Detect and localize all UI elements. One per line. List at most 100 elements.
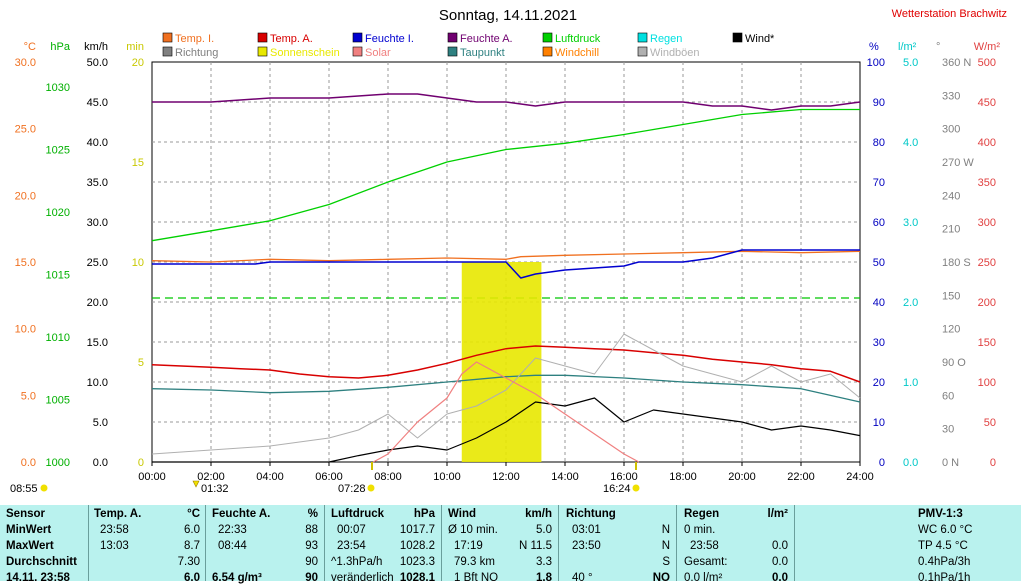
legend-swatch	[637, 32, 648, 43]
time-axis-tick: 04:00	[256, 471, 284, 483]
stats-wind-value: 1.8	[536, 572, 552, 584]
stats-sensor-col: Sensor MinWert MaxWert Durchschnitt 14.1…	[6, 505, 86, 584]
solar-axis-tick: 100	[978, 377, 996, 389]
stats-pmv-header: PMV-1:3	[918, 508, 963, 520]
humidity-axis-tick: 40	[873, 297, 885, 309]
stats-temp-value: 6.0	[184, 524, 200, 536]
stats-pressure-value: 1017.7	[399, 524, 435, 536]
stats-direction-time: 03:01	[572, 524, 601, 536]
weather-chart: Sonntag, 14.11.2021 Wetterstation Brachw…	[10, 7, 1007, 495]
pressure-axis-tick: 1020	[46, 207, 70, 219]
stats-rain-time: 23:58	[690, 540, 719, 552]
wind-axis-tick: 30.0	[87, 217, 108, 229]
stats-direction-value: S	[662, 556, 670, 568]
time-axis-tick: 02:00	[197, 471, 225, 483]
time-axis-tick: 24:00	[846, 471, 874, 483]
stats-direction-value: NO	[652, 572, 670, 584]
direction-axis-tick: 240	[942, 190, 960, 202]
legend-swatch	[732, 32, 743, 43]
stats-wind-time: 17:19	[454, 540, 483, 552]
solar-axis-tick: 350	[978, 177, 996, 189]
series-taupunkt	[151, 374, 861, 403]
time-axis-tick: 22:00	[787, 471, 815, 483]
stats-temp-col: Temp. A. °C 23:58 6.0 13:03 8.7 7.30 6.0	[94, 505, 200, 584]
temp-axis-tick: 15.0	[15, 257, 36, 269]
sun-axis-tick: 0	[138, 457, 144, 469]
legend-label: Richtung	[175, 47, 218, 59]
temp-axis-tick: 20.0	[15, 190, 36, 202]
solar-axis-tick: 400	[978, 137, 996, 149]
solar-axis-tick: 450	[978, 97, 996, 109]
sunrise-time: 07:28	[338, 483, 366, 495]
stats-pmv-row: WC 6.0 °C	[918, 524, 973, 536]
sun-axis-tick: 5	[138, 357, 144, 369]
wind-axis-tick: 35.0	[87, 177, 108, 189]
wind-axis-tick: 20.0	[87, 297, 108, 309]
legend-swatch	[542, 32, 553, 43]
stats-humidity-header: Feuchte A.	[212, 508, 271, 520]
time-axis-tick: 00:00	[138, 471, 166, 483]
series-temp-i	[151, 250, 861, 263]
legend-label: Windböen	[650, 47, 700, 59]
temp-axis-tick: 10.0	[15, 324, 36, 336]
legend-label: Sonnenschein	[270, 47, 340, 59]
stats-humidity-col: Feuchte A.% 22:33 88 08:44 93 90 6.54 g/m³…	[212, 505, 318, 584]
direction-axis-tick: 270 W	[942, 157, 974, 169]
rain-axis-tick: 0.0	[903, 457, 918, 469]
stats-panel: Sensor MinWert MaxWert Durchschnitt 14.1…	[0, 505, 1021, 584]
solar-axis-unit: W/m²	[974, 41, 1001, 53]
direction-axis-unit: °	[936, 41, 940, 53]
series-feuchte-i	[152, 249, 860, 279]
rain-axis-tick: 4.0	[903, 137, 918, 149]
pressure-axis-tick: 1010	[46, 332, 70, 344]
stats-temp-value: 6.0	[184, 572, 200, 584]
pressure-axis-tick: 1025	[46, 145, 70, 157]
legend-swatch	[257, 32, 268, 43]
stats-wind-value: 3.3	[536, 556, 552, 568]
humidity-axis-tick: 60	[873, 217, 885, 229]
stats-temp-unit: °C	[187, 508, 200, 520]
legend-swatch	[447, 46, 458, 57]
humidity-axis-tick: 100	[867, 57, 885, 69]
solar-axis-tick: 0	[990, 457, 996, 469]
direction-axis-tick: 60	[942, 390, 954, 402]
legend-label: Temp. A.	[270, 33, 313, 45]
wind-axis-tick: 25.0	[87, 257, 108, 269]
stats-rain-time: Gesamt:	[684, 556, 728, 568]
wind-axis-tick: 0.0	[93, 457, 108, 469]
stats-pressure-value: 1023.3	[399, 556, 435, 568]
stats-humidity-value: 93	[305, 540, 318, 552]
legend-swatch	[257, 46, 268, 57]
time-axis-tick: 18:00	[669, 471, 697, 483]
stats-rain-col: Regen l/m² 0 min. 23:58 0.0 Gesamt: 0.0 0.0…	[684, 505, 788, 584]
legend-label: Feuchte A.	[460, 33, 513, 45]
stats-humidity-value: 88	[305, 524, 318, 536]
wind-axis-unit: km/h	[84, 41, 108, 53]
stats-temp-value: 7.30	[177, 556, 200, 568]
stats-direction-value: N	[661, 524, 670, 536]
sunset-time: 16:24	[603, 483, 631, 495]
legend-label: Taupunkt	[460, 47, 505, 59]
stats-sensor-row: MinWert	[6, 524, 52, 536]
stats-sensor-row: 14.11. 23:58	[6, 572, 70, 584]
moon-time: 01:32	[201, 483, 229, 495]
series-windb-en	[151, 333, 861, 455]
stats-sensor-header: Sensor	[6, 508, 45, 520]
stats-direction-header: Richtung	[566, 508, 616, 520]
rain-axis-unit: l/m²	[898, 41, 917, 53]
stats-rain-header: Regen	[684, 508, 720, 520]
time-axis-tick: 06:00	[315, 471, 343, 483]
direction-axis-tick: 330	[942, 90, 960, 102]
stats-wind-time: 1 Bft NO	[454, 572, 499, 584]
direction-axis-tick: 360 N	[942, 57, 971, 69]
stats-wind-header: Wind	[448, 508, 476, 520]
solar-axis-tick: 50	[984, 417, 996, 429]
stats-pressure-time: ^1.3hPa/h	[331, 556, 383, 568]
series-sunshine	[461, 262, 542, 462]
solar-axis-tick: 250	[978, 257, 996, 269]
legend-label: Windchill	[555, 47, 599, 59]
series-temp-a	[151, 345, 861, 383]
solar-axis-tick: 500	[978, 57, 996, 69]
stats-humidity-value: 90	[305, 572, 318, 584]
time-axis-tick: 20:00	[728, 471, 756, 483]
